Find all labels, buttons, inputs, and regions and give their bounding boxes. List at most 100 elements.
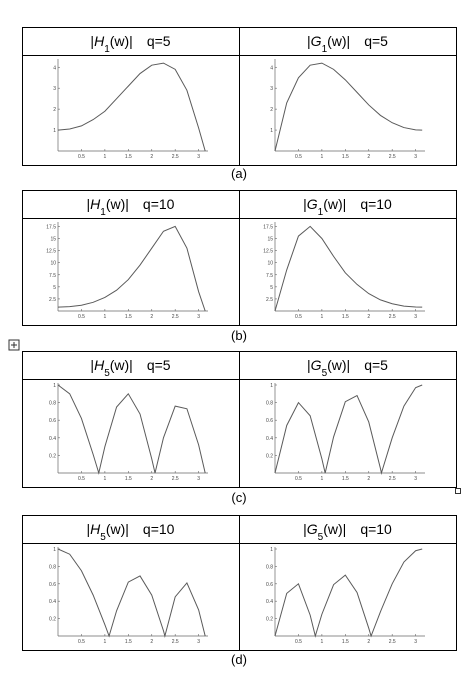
x-tick-label: 2.5 [172, 476, 179, 482]
title-part: q=5 [147, 33, 171, 49]
title-part: 5 [318, 532, 324, 543]
x-tick-label: 2.5 [389, 476, 396, 482]
x-tick-label: 2 [367, 476, 370, 482]
y-tick-label: 0.8 [49, 401, 56, 407]
x-tick-label: 2 [150, 314, 153, 320]
title-part: G [307, 196, 318, 212]
curve [274, 548, 423, 638]
y-tick-label: 0.6 [49, 418, 56, 424]
y-tick-label: 5 [270, 285, 273, 291]
x-tick-label: 2.5 [389, 639, 396, 645]
y-tick-label: 4 [270, 65, 273, 71]
x-tick-label: 1.5 [125, 154, 132, 160]
curve [274, 384, 423, 475]
y-tick-label: 1 [270, 128, 273, 134]
table-move-handle[interactable] [8, 339, 20, 351]
y-tick-label: 1 [53, 547, 56, 553]
title-part: (w)| [106, 196, 129, 212]
y-tick-label: 7.5 [49, 273, 56, 279]
y-tick-label: 0.8 [266, 401, 273, 407]
x-tick-label: 1.5 [125, 314, 132, 320]
x-tick-label: 1 [103, 476, 106, 482]
x-tick-label: 1.5 [342, 476, 349, 482]
title-part: | [90, 357, 94, 373]
x-tick-label: 3 [414, 476, 417, 482]
title-part: (w)| [327, 357, 350, 373]
title-part: | [87, 196, 91, 212]
y-tick-label: 0.6 [49, 582, 56, 588]
curve [57, 225, 206, 312]
y-tick-label: 0.2 [49, 453, 56, 459]
x-tick-label: 2 [367, 154, 370, 160]
x-tick-label: 3 [414, 314, 417, 320]
y-tick-label: 0.2 [266, 617, 273, 623]
caption: (b) [231, 328, 247, 343]
x-tick-label: 2.5 [172, 639, 179, 645]
y-tick-label: 0.8 [49, 564, 56, 570]
x-tick-label: 2.5 [172, 314, 179, 320]
title-part: q=5 [147, 357, 171, 373]
x-tick-label: 0.5 [295, 639, 302, 645]
y-tick-label: 0.6 [266, 582, 273, 588]
y-tick-label: 3 [53, 86, 56, 92]
x-tick-label: 3 [197, 314, 200, 320]
panel-title: |G1(w)| q=10 [303, 196, 392, 218]
curve [57, 384, 206, 475]
x-tick-label: 1 [320, 476, 323, 482]
x-tick-label: 1.5 [125, 639, 132, 645]
title-part: | [303, 196, 307, 212]
title-part: | [87, 521, 91, 537]
y-tick-label: 0.6 [266, 418, 273, 424]
x-tick-label: 2.5 [389, 154, 396, 160]
title-part: q=5 [364, 33, 388, 49]
y-tick-label: 10 [50, 261, 56, 267]
y-tick-label: 0.4 [49, 436, 56, 442]
handle-cross [11, 342, 17, 348]
title-part: | [303, 521, 307, 537]
x-tick-label: 0.5 [295, 476, 302, 482]
y-tick-label: 0.4 [266, 436, 273, 442]
title-part: 1 [100, 207, 106, 218]
x-tick-label: 0.5 [78, 639, 85, 645]
title-part: (w)| [323, 521, 346, 537]
y-tick-label: 17.5 [263, 224, 273, 230]
x-tick-label: 3 [197, 476, 200, 482]
x-tick-label: 2 [367, 314, 370, 320]
y-tick-label: 0.8 [266, 564, 273, 570]
y-tick-label: 15 [267, 237, 273, 243]
y-tick-label: 1 [270, 383, 273, 389]
x-tick-label: 3 [414, 154, 417, 160]
x-tick-label: 2.5 [389, 314, 396, 320]
curve [274, 62, 423, 152]
y-tick-label: 2 [53, 107, 56, 113]
y-tick-label: 1 [53, 383, 56, 389]
title-part: | [307, 33, 311, 49]
title-part: H [90, 196, 101, 212]
x-tick-label: 0.5 [78, 314, 85, 320]
y-tick-label: 2.5 [266, 297, 273, 303]
x-tick-label: 3 [197, 639, 200, 645]
x-tick-label: 1.5 [342, 314, 349, 320]
curve [57, 62, 206, 152]
curve [274, 225, 423, 312]
x-tick-label: 0.5 [295, 314, 302, 320]
title-part: G [311, 33, 322, 49]
resize-handle[interactable] [455, 488, 461, 494]
title-part: 5 [322, 368, 328, 379]
x-tick-label: 2 [367, 639, 370, 645]
title-part: (w)| [110, 357, 133, 373]
y-tick-label: 2.5 [49, 297, 56, 303]
y-tick-label: 2 [270, 107, 273, 113]
y-tick-label: 0.2 [49, 617, 56, 623]
y-tick-label: 3 [270, 86, 273, 92]
x-tick-label: 3 [414, 639, 417, 645]
caption: (d) [231, 652, 247, 667]
y-tick-label: 1 [270, 547, 273, 553]
x-tick-label: 1 [320, 314, 323, 320]
x-tick-label: 0.5 [78, 476, 85, 482]
panel-title: |G5(w)| q=5 [307, 357, 388, 379]
y-tick-label: 5 [53, 285, 56, 291]
y-tick-label: 0.4 [266, 599, 273, 605]
title-part: | [307, 357, 311, 373]
